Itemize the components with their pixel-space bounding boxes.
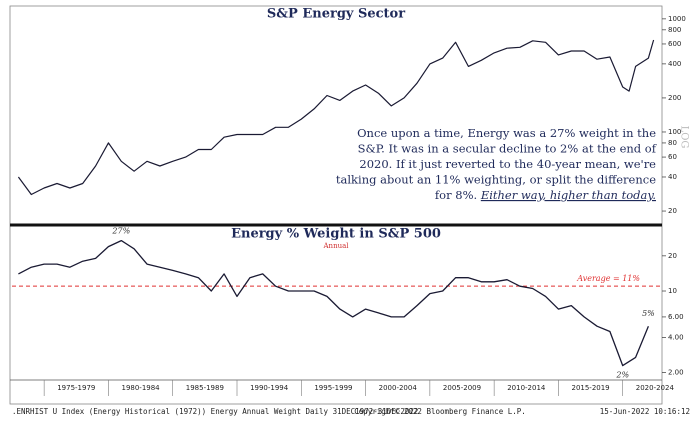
y-tick-label: 4.00 [668, 333, 684, 341]
x-tick-label: 2015-2019 [571, 384, 609, 392]
y-tick-label: 2.00 [668, 369, 684, 377]
y-tick-label: 1000 [668, 15, 686, 23]
y-axis-label: LOG [679, 126, 690, 149]
y-tick-label: 800 [668, 26, 681, 34]
x-tick-label: 2000-2004 [379, 384, 418, 392]
note-line: for 8%. Either way, higher than today. [435, 188, 656, 202]
y-tick-label: 20 [668, 252, 677, 260]
y-tick-label: 20 [668, 207, 677, 215]
panel-subtitle: Annual [323, 242, 350, 250]
note-emphasis: Either way, higher than today. [480, 188, 656, 202]
y-tick-label: 40 [668, 173, 677, 181]
note-line: Once upon a time, Energy was a 27% weigh… [357, 126, 656, 140]
frame [9, 5, 663, 405]
x-tick-label: 1985-1989 [186, 384, 224, 392]
y-tick-label: 600 [668, 40, 681, 48]
y-tick-label: 80 [668, 139, 677, 147]
footer-right: 15-Jun-2022 10:16:12 [600, 407, 690, 416]
x-tick-label: 1980-1984 [121, 384, 160, 392]
y-tick-label: 400 [668, 60, 681, 68]
footer-left: .ENRHIST U Index (Energy Historical (197… [12, 407, 418, 416]
average-label: Average = 11% [576, 274, 640, 283]
annotation: 5% [642, 309, 655, 318]
note-text: for 8%. [435, 188, 477, 202]
note-line: talking about an 11% weighting, or split… [336, 173, 656, 187]
x-tick-label: 2010-2014 [507, 384, 546, 392]
y-tick-label: 200 [668, 94, 681, 102]
x-tick-label: 2020-2024 [636, 384, 675, 392]
x-tick-label: 1995-1999 [314, 384, 352, 392]
panel-title: S&P Energy Sector [267, 7, 405, 22]
y-tick-label: 6.00 [668, 313, 684, 321]
y-tick-label: 10 [668, 287, 677, 295]
series-line [17, 39, 655, 196]
x-tick-label: 1975-1979 [57, 384, 95, 392]
x-tick-label: 2005-2009 [443, 384, 481, 392]
annotation: 27% [111, 227, 130, 236]
annotation: 2% [615, 371, 629, 380]
note-line: S&P. It was in a secular decline to 2% a… [358, 142, 657, 156]
footer-center: Copyright© 2022 Bloomberg Finance L.P. [354, 407, 526, 416]
note-line: 2020. If it just reverted to the 40-year… [359, 157, 656, 171]
y-tick-label: 60 [668, 153, 677, 161]
panel-title: Energy % Weight in S&P 500 [231, 227, 441, 242]
series-line [18, 239, 650, 367]
y-tick-label: 100 [668, 128, 681, 136]
x-tick-label: 1990-1994 [250, 384, 289, 392]
